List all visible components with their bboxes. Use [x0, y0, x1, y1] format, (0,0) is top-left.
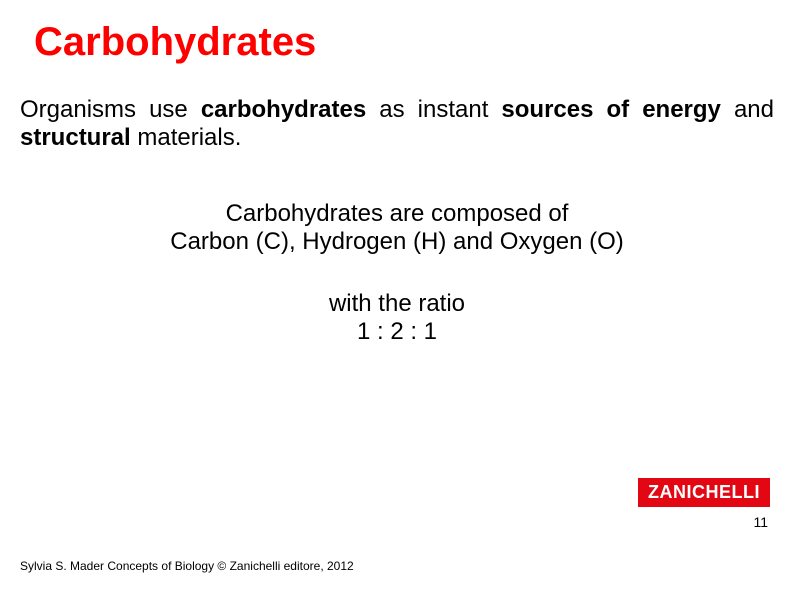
intro-bold-2: sources of energy [501, 96, 721, 123]
intro-text: Organisms use [20, 96, 201, 123]
intro-bold-1: carbohydrates [201, 96, 366, 123]
intro-text: and [721, 96, 774, 123]
ratio-block: with the ratio 1 : 2 : 1 [0, 290, 794, 347]
composition-block: Carbohydrates are composed of Carbon (C)… [0, 200, 794, 257]
intro-bold-3: structural [20, 124, 131, 151]
footer-citation: Sylvia S. Mader Concepts of Biology © Za… [20, 559, 354, 573]
intro-text: as instant [366, 96, 501, 123]
publisher-logo: ZANICHELLI [638, 478, 770, 507]
ratio-label-text: with the ratio [0, 290, 794, 318]
intro-text: materials. [131, 124, 242, 151]
page-number: 11 [753, 514, 768, 530]
ratio-value: 1 : 2 : 1 [0, 318, 794, 346]
slide-title: Carbohydrates [34, 20, 316, 65]
intro-paragraph: Organisms use carbohydrates as instant s… [20, 96, 774, 153]
composition-line-1: Carbohydrates are composed of [0, 200, 794, 228]
composition-line-2: Carbon (C), Hydrogen (H) and Oxygen (O) [0, 228, 794, 256]
slide: Carbohydrates Organisms use carbohydrate… [0, 0, 794, 595]
